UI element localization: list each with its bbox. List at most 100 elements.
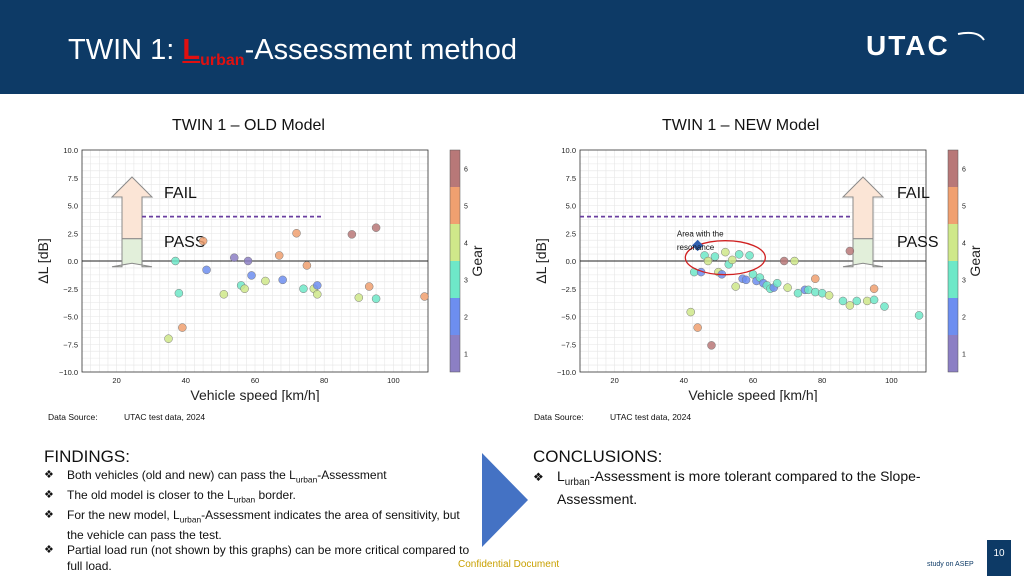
resonance-ellipse xyxy=(684,240,766,276)
old-model-title: TWIN 1 – OLD Model xyxy=(172,117,325,134)
utac-logo: UTAC xyxy=(866,30,985,60)
colorbar-segment xyxy=(450,150,460,187)
colorbar-tick-label: 1 xyxy=(464,352,468,359)
data-point xyxy=(721,247,730,257)
data-point xyxy=(354,293,364,302)
colorbar-segment xyxy=(450,335,460,372)
data-point xyxy=(824,291,834,300)
study-label: study on ASEP xyxy=(927,561,974,568)
finding-item: ❖ The old model is closer to the Lurban b… xyxy=(44,487,296,505)
y-tick-label: 2.5 xyxy=(68,229,78,238)
data-point xyxy=(371,223,381,232)
colorbar-segment xyxy=(948,150,958,187)
x-tick-label: 80 xyxy=(320,376,328,385)
confidential-label: Confidential Document xyxy=(458,559,560,570)
data-point xyxy=(869,284,879,293)
colorbar-tick-label: 6 xyxy=(962,167,966,174)
x-tick-label: 20 xyxy=(610,376,618,385)
data-point xyxy=(845,301,855,310)
data-point xyxy=(278,275,287,285)
conclusion-item: ❖ Lurban-Assessment is more tolerant comp… xyxy=(533,468,921,507)
colorbar-segment xyxy=(948,335,958,372)
y-tick-label: −10.0 xyxy=(557,368,576,377)
colorbar-segment xyxy=(948,224,958,261)
colorbar-tick-label: 5 xyxy=(962,204,966,211)
y-axis-label: ΔL [dB] xyxy=(533,238,549,283)
colorbar-tick-label: 3 xyxy=(464,278,468,285)
y-tick-label: 10.0 xyxy=(561,146,576,155)
colorbar-segment xyxy=(948,298,958,335)
pass-label: PASS xyxy=(897,234,939,251)
finding-item: ❖ For the new model, Lurban-Assessment in… xyxy=(44,507,460,542)
data-point xyxy=(299,284,308,293)
data-point xyxy=(313,290,322,299)
colorbar-segment xyxy=(450,298,460,335)
diamond-bullet-icon: ❖ xyxy=(44,488,54,501)
y-tick-label: 5.0 xyxy=(68,202,78,211)
annotation-label: Area with the xyxy=(677,230,724,239)
y-tick-label: −7.5 xyxy=(63,340,78,349)
colorbar-tick-label: 3 xyxy=(962,278,966,285)
data-point xyxy=(710,252,720,261)
data-point xyxy=(274,251,284,260)
new-model-chart: 10.0 7.5 5.0 2.5 0.0 −2.5 −5.0 −7.5 −10.0 20 40 60 8… xyxy=(533,146,983,402)
pass-arrow xyxy=(111,238,153,268)
chevron-right-icon xyxy=(482,453,528,547)
x-tick-label: 60 xyxy=(749,376,757,385)
data-point xyxy=(302,261,312,270)
data-point xyxy=(790,256,799,266)
page-title: TWIN 1: Lurban-Assessment method xyxy=(68,34,517,69)
y-tick-label: −5.0 xyxy=(63,313,78,322)
x-tick-label: 40 xyxy=(182,376,190,385)
colorbar-frame xyxy=(947,149,959,373)
data-point xyxy=(852,296,862,306)
data-point xyxy=(693,323,702,332)
header-bar: TWIN 1: Lurban-Assessment method UTAC xyxy=(0,0,1024,94)
data-point xyxy=(811,274,820,284)
y-tick-label: 5.0 xyxy=(566,202,576,211)
colorbar-tick-label: 1 xyxy=(962,352,966,359)
colorbar-tick-label: 4 xyxy=(464,241,468,248)
y-tick-label: 2.5 xyxy=(566,229,576,238)
data-point xyxy=(219,290,229,299)
y-tick-label: −2.5 xyxy=(63,285,78,294)
new-model-title: TWIN 1 – NEW Model xyxy=(662,117,820,134)
x-axis-label: Vehicle speed [km/h] xyxy=(688,387,817,402)
data-point xyxy=(420,292,429,301)
colorbar-tick-label: 5 xyxy=(464,204,468,211)
colorbar-frame xyxy=(449,149,461,373)
colorbar-label: Gear xyxy=(469,245,485,276)
diamond-bullet-icon: ❖ xyxy=(44,508,54,521)
colorbar-label: Gear xyxy=(967,245,983,276)
y-tick-label: 0.0 xyxy=(68,257,78,266)
data-point xyxy=(811,287,820,297)
y-tick-label: 10.0 xyxy=(63,146,78,155)
data-point xyxy=(261,276,270,286)
data-point xyxy=(198,236,208,246)
y-tick-label: 7.5 xyxy=(68,174,78,183)
x-axis-label: Vehicle speed [km/h] xyxy=(190,387,319,402)
data-point xyxy=(845,246,855,256)
data-point xyxy=(240,284,249,293)
conclusions-list: ❖ Lurban-Assessment is more tolerant comp… xyxy=(533,468,963,508)
data-point xyxy=(174,288,184,298)
data-point xyxy=(793,288,803,298)
y-tick-label: 7.5 xyxy=(566,174,576,183)
data-point xyxy=(707,341,716,350)
data-point xyxy=(869,295,879,305)
data-point xyxy=(703,256,713,266)
colorbar-tick-label: 2 xyxy=(464,315,468,322)
colorbar-segment xyxy=(450,187,460,224)
data-point xyxy=(779,256,789,266)
title-l-urban: Lurban xyxy=(182,34,245,69)
x-tick-label: 100 xyxy=(885,376,898,385)
diamond-bullet-icon: ❖ xyxy=(44,469,54,481)
data-point xyxy=(171,256,180,266)
x-tick-label: 40 xyxy=(680,376,688,385)
data-point xyxy=(347,230,357,239)
data-point xyxy=(783,283,792,292)
colorbar-segment xyxy=(450,261,460,298)
fail-label: FAIL xyxy=(897,185,930,202)
data-point xyxy=(243,256,253,266)
diamond-bullet-icon: ❖ xyxy=(533,470,544,484)
